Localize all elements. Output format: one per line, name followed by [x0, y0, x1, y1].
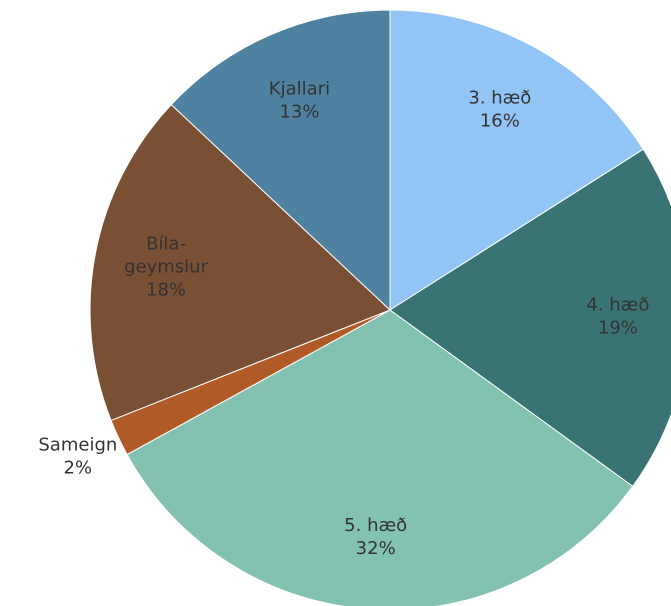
label-line: geymslur — [124, 256, 208, 277]
value-label: 16% — [480, 111, 520, 132]
value-label: 18% — [146, 279, 186, 300]
category-label: Sameign — [38, 434, 117, 455]
pie-slice — [389, 148, 671, 488]
category-label: 5. hæð — [344, 515, 407, 536]
pie-slice — [126, 309, 634, 606]
category-label: 3. hæð — [468, 88, 531, 109]
category-label: Bíla-geymslur — [124, 233, 208, 277]
value-label: 19% — [598, 318, 638, 339]
category-label: 4. hæð — [586, 295, 649, 316]
pie-slice — [389, 9, 644, 311]
category-label: Kjallari — [269, 78, 330, 99]
pie-slice — [89, 103, 391, 422]
value-label: 13% — [279, 101, 319, 122]
label-line: Bíla- — [146, 233, 186, 254]
pie-slice — [170, 9, 391, 312]
value-label: 2% — [64, 457, 93, 478]
value-label: 32% — [356, 538, 396, 559]
